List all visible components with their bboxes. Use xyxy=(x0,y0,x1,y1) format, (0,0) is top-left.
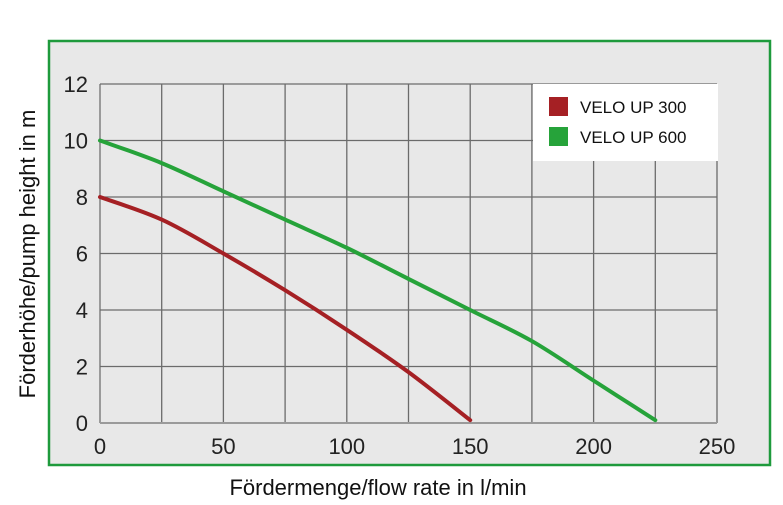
y-tick-label: 12 xyxy=(64,72,88,97)
y-tick-label: 8 xyxy=(76,185,88,210)
series-line-velo-up-600 xyxy=(98,138,658,423)
legend-label-velo-up-600: VELO UP 600 xyxy=(580,128,686,147)
legend-swatch-velo-up-600 xyxy=(549,127,568,146)
y-axis-title: Förderhöhe/pump height in m xyxy=(15,110,40,399)
x-tick-label: 50 xyxy=(211,434,235,459)
y-tick-label: 4 xyxy=(76,298,88,323)
x-tick-label: 250 xyxy=(699,434,736,459)
legend: VELO UP 300 VELO UP 600 xyxy=(533,84,718,161)
x-tick-label: 200 xyxy=(575,434,612,459)
x-tick-label: 0 xyxy=(94,434,106,459)
y-tick-label: 0 xyxy=(76,411,88,436)
x-tick-label: 100 xyxy=(328,434,365,459)
x-tick-label: 150 xyxy=(452,434,489,459)
legend-label-velo-up-300: VELO UP 300 xyxy=(580,98,686,117)
series-line-velo-up-300 xyxy=(98,195,473,423)
y-tick-label: 6 xyxy=(76,242,88,267)
x-axis-title: Fördermenge/flow rate in l/min xyxy=(229,475,526,500)
data-series xyxy=(98,138,658,423)
y-tick-label: 2 xyxy=(76,355,88,380)
legend-swatch-velo-up-300 xyxy=(549,97,568,116)
legend-box xyxy=(533,84,718,161)
tick-labels: 0 50 100 150 200 250 0 2 4 6 8 10 12 xyxy=(64,72,736,459)
y-tick-label: 10 xyxy=(64,129,88,154)
